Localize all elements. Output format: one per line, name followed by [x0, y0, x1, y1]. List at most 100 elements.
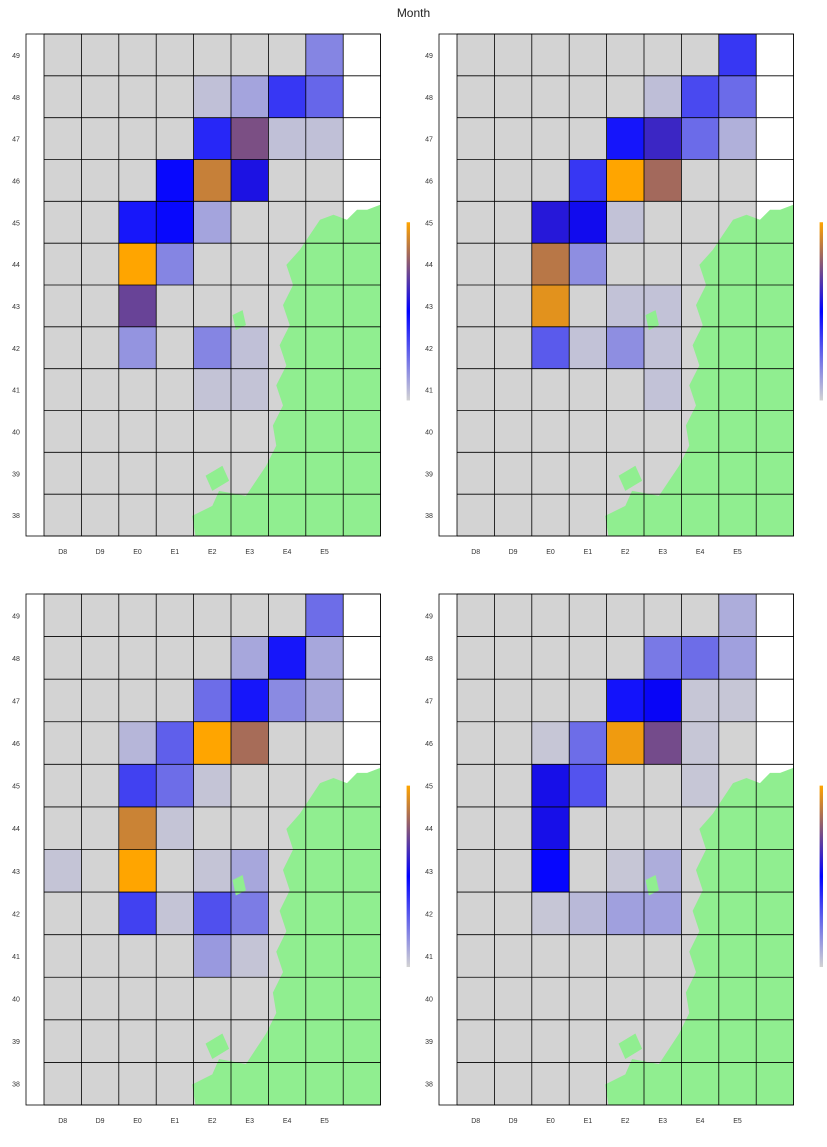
heatmap-cell [44, 764, 82, 807]
column-label: D9 [509, 1118, 518, 1125]
heatmap-cell [231, 977, 269, 1020]
heatmap-cell [494, 721, 532, 765]
heatmap-cell [457, 410, 495, 453]
heatmap-cell [644, 159, 682, 202]
heatmap-cell [606, 75, 644, 118]
heatmap-cell [193, 892, 231, 935]
heatmap-cell [231, 410, 269, 453]
column-label: E3 [658, 549, 667, 556]
heatmap-cell [156, 159, 194, 202]
row-label: 48 [425, 95, 433, 102]
heatmap-cell [569, 721, 607, 765]
heatmap-cell [531, 159, 570, 202]
row-label: 38 [12, 513, 20, 520]
heatmap-cell [531, 34, 570, 76]
row-label: 38 [12, 1082, 20, 1089]
heatmap-cell [81, 934, 119, 978]
heatmap-cell [231, 806, 269, 850]
heatmap-cell [118, 977, 157, 1020]
heatmap-cell [531, 75, 570, 118]
heatmap-cell [81, 721, 119, 765]
heatmap-cell [569, 1062, 607, 1105]
island [645, 875, 659, 896]
heatmap-cell [569, 594, 607, 637]
heatmap-cell [494, 410, 532, 453]
heatmap-cell [681, 117, 719, 160]
row-label: 47 [425, 698, 433, 705]
heatmap-cell [81, 368, 119, 411]
heatmap-cell [156, 1062, 194, 1105]
heatmap-cell [118, 117, 157, 160]
heatmap-cell [44, 410, 82, 453]
column-label: E5 [320, 1118, 329, 1125]
row-label: 43 [425, 304, 433, 311]
row-label: 43 [12, 304, 20, 311]
row-label: 39 [12, 471, 20, 478]
heatmap-cell [118, 452, 157, 495]
heatmap-cell [81, 201, 119, 244]
heatmap-cell [268, 721, 306, 765]
row-label: 44 [425, 826, 433, 833]
heatmap-cell [193, 243, 231, 285]
colorbar [819, 785, 823, 968]
island [205, 465, 230, 491]
heatmap-cell [81, 849, 119, 893]
heatmap-cell [494, 201, 532, 244]
heatmap-cell [606, 934, 644, 978]
row-label: 49 [12, 613, 20, 620]
heatmap-cell [44, 1062, 82, 1105]
heatmap-cell [569, 452, 607, 495]
heatmap-cell [494, 1019, 532, 1063]
heatmap-cell [681, 594, 719, 637]
heatmap-cell [457, 764, 495, 807]
heatmap-cell [156, 410, 194, 453]
heatmap-cell [81, 1062, 119, 1105]
heatmap-cell [457, 243, 495, 285]
heatmap-cell [231, 679, 269, 722]
heatmap-cell [156, 326, 194, 369]
heatmap-cell [644, 636, 682, 680]
row-label: 45 [12, 220, 20, 227]
heatmap-cell [118, 326, 157, 369]
heatmap-cell [457, 977, 495, 1020]
heatmap-cell [531, 636, 570, 680]
heatmap-cell [231, 721, 269, 765]
heatmap-cell [457, 721, 495, 765]
row-label: 41 [425, 954, 433, 961]
heatmap-cell [118, 721, 157, 765]
column-label: D8 [471, 549, 480, 556]
column-label: E2 [208, 549, 217, 556]
heatmap-cell [531, 892, 570, 935]
heatmap-cell [81, 1019, 119, 1063]
heatmap-cell [231, 892, 269, 935]
heatmap-cell [644, 201, 682, 244]
heatmap-cell [118, 636, 157, 680]
row-label: 48 [12, 95, 20, 102]
heatmap-cell [569, 34, 607, 76]
heatmap-cell [718, 636, 757, 680]
heatmap-cell [606, 892, 644, 935]
heatmap-cell [193, 636, 231, 680]
column-label: E1 [584, 549, 593, 556]
heatmap-cell [156, 34, 194, 76]
heatmap-cell [118, 679, 157, 722]
heatmap-cell [44, 594, 82, 637]
heatmap-cell [531, 679, 570, 722]
row-label: 40 [12, 429, 20, 436]
heatmap-cell [118, 75, 157, 118]
heatmap-cell [569, 201, 607, 244]
heatmap-cell [531, 806, 570, 850]
heatmap-cell [118, 201, 157, 244]
heatmap-cell [569, 243, 607, 285]
heatmap-cell [305, 75, 344, 118]
heatmap-cell [457, 452, 495, 495]
heatmap-cell [44, 849, 82, 893]
column-label: E0 [133, 1118, 142, 1125]
heatmap-cell [44, 452, 82, 495]
heatmap-cell [606, 764, 644, 807]
heatmap-cell [193, 594, 231, 637]
column-label: E0 [546, 549, 555, 556]
heatmap-cell [681, 679, 719, 722]
column-label: E2 [621, 1118, 630, 1125]
heatmap-cell [118, 410, 157, 453]
